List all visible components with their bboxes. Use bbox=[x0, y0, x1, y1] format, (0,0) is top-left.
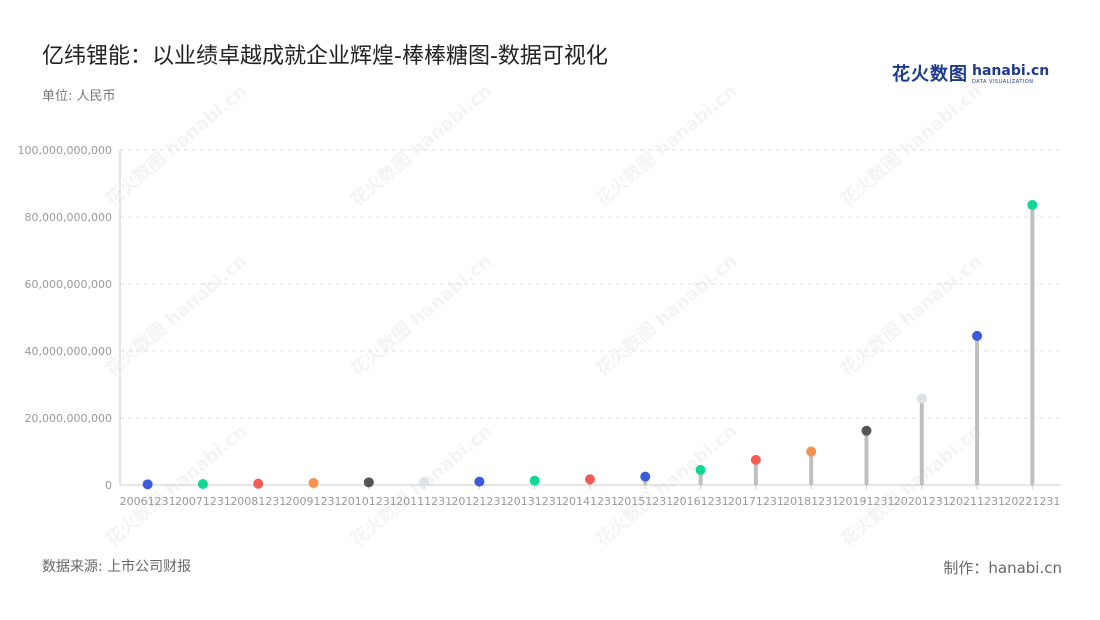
watermark-text: 花火数图 hanabi.cn bbox=[591, 80, 741, 211]
x-tick-label: 20061231 bbox=[120, 495, 176, 508]
grid-lines bbox=[120, 149, 1060, 419]
lollipop-point bbox=[197, 478, 208, 489]
y-tick-label: 60,000,000,000 bbox=[25, 278, 112, 291]
logo-cn-text: 花火数图 bbox=[892, 64, 968, 85]
lollipop-point bbox=[806, 446, 817, 457]
logo-sub-text: DATA VISUALIZATION bbox=[972, 79, 1034, 85]
lollipop-point bbox=[972, 330, 983, 341]
y-tick-label: 20,000,000,000 bbox=[25, 412, 112, 425]
x-tick-label: 20191231 bbox=[838, 495, 894, 508]
x-tick-label: 20181231 bbox=[783, 495, 839, 508]
watermark-text: 花火数图 hanabi.cn bbox=[101, 80, 251, 211]
watermark-text: 花火数图 hanabi.cn bbox=[101, 250, 251, 381]
lollipop-point bbox=[529, 475, 540, 486]
y-tick-label: 40,000,000,000 bbox=[25, 345, 112, 358]
x-tick-label: 20221231 bbox=[1004, 495, 1060, 508]
watermark-text: 花火数图 hanabi.cn bbox=[346, 80, 496, 211]
lollipop-point bbox=[363, 477, 374, 488]
unit-label: 单位: 人民币 bbox=[42, 89, 116, 104]
chart-marks bbox=[142, 199, 1038, 490]
watermark-text: 花火数图 hanabi.cn bbox=[836, 80, 986, 211]
lollipop-point bbox=[253, 478, 264, 489]
lollipop-point bbox=[750, 454, 761, 465]
x-tick-label: 20131231 bbox=[507, 495, 563, 508]
x-tick-label: 20081231 bbox=[230, 495, 286, 508]
x-tick-label: 20161231 bbox=[673, 495, 729, 508]
watermark-text: 花火数图 hanabi.cn bbox=[836, 250, 986, 381]
y-tick-label: 0 bbox=[105, 479, 112, 492]
lollipop-point bbox=[861, 425, 872, 436]
lollipop-point bbox=[916, 393, 927, 404]
y-axis: 0 20,000,000,000 40,000,000,000 60,000,000,… bbox=[18, 144, 121, 492]
x-tick-label: 20211231 bbox=[949, 495, 1005, 508]
brand-logo: 花火数图 hanabi.cn DATA VISUALIZATION bbox=[892, 60, 1049, 86]
x-tick-label: 20101231 bbox=[341, 495, 397, 508]
x-tick-label: 20201231 bbox=[894, 495, 950, 508]
x-tick-label: 20171231 bbox=[728, 495, 784, 508]
logo-en-text: hanabi.cn bbox=[972, 63, 1050, 79]
x-tick-label: 20121231 bbox=[451, 495, 507, 508]
x-tick-label: 20091231 bbox=[286, 495, 342, 508]
watermark-text: 花火数图 hanabi.cn bbox=[346, 250, 496, 381]
lollipop-point bbox=[1027, 199, 1038, 210]
x-tick-label: 20071231 bbox=[175, 495, 231, 508]
lollipop-point bbox=[474, 476, 485, 487]
maker-credit: 制作：hanabi.cn bbox=[943, 559, 1062, 577]
data-source: 数据来源: 上市公司财报 bbox=[42, 559, 192, 575]
watermark-text: 花火数图 hanabi.cn bbox=[591, 250, 741, 381]
lollipop-point bbox=[695, 464, 706, 475]
lollipop-point bbox=[585, 474, 595, 485]
lollipop-point bbox=[308, 477, 319, 488]
x-tick-label: 20151231 bbox=[617, 495, 673, 508]
chart-title: 亿纬锂能：以业绩卓越成就企业辉煌-棒棒糖图-数据可视化 bbox=[42, 44, 608, 69]
x-tick-label: 20111231 bbox=[396, 495, 452, 508]
logo-en-block: hanabi.cn DATA VISUALIZATION bbox=[972, 64, 1049, 86]
lollipop-point bbox=[640, 471, 651, 482]
watermark-layer: 花火数图 hanabi.cn 花火数图 hanabi.cn 花火数图 hanabi.… bbox=[101, 80, 986, 551]
lollipop-point bbox=[419, 476, 430, 487]
x-tick-label: 20141231 bbox=[562, 495, 618, 508]
y-tick-label: 80,000,000,000 bbox=[25, 211, 112, 224]
lollipop-point bbox=[142, 479, 153, 490]
y-tick-label: 100,000,000,000 bbox=[18, 144, 112, 157]
